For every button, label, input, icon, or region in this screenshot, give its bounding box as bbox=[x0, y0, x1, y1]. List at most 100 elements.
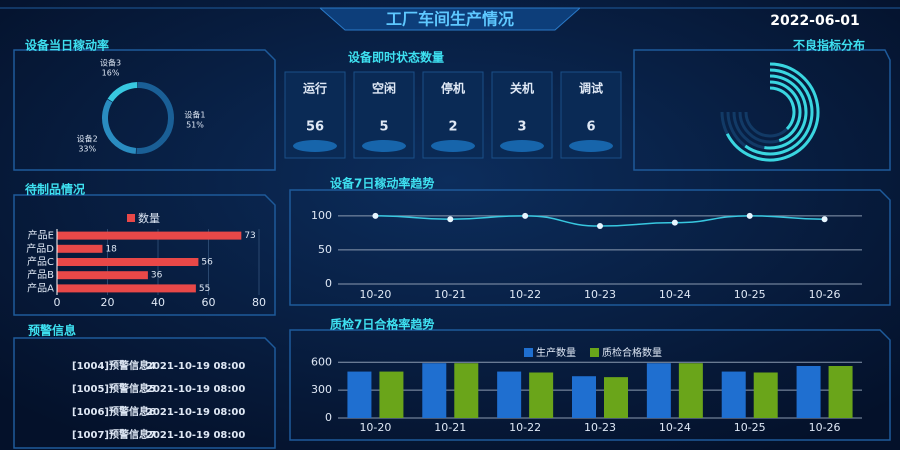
bar bbox=[57, 258, 199, 266]
legend-swatch bbox=[590, 348, 599, 357]
bar bbox=[57, 271, 148, 280]
radial-bar bbox=[764, 74, 808, 150]
panel-frame bbox=[13, 337, 276, 449]
status-value: 5 bbox=[379, 120, 388, 135]
status-platform bbox=[431, 140, 475, 152]
status-platform bbox=[362, 140, 406, 152]
radial-bar bbox=[725, 62, 820, 162]
status-label: 停机 bbox=[441, 81, 465, 96]
bar bbox=[678, 363, 703, 418]
x-tick-label: 10-24 bbox=[659, 421, 691, 434]
pie-value-label: 33% bbox=[78, 144, 96, 153]
bar bbox=[828, 366, 853, 418]
panel-frame bbox=[13, 49, 276, 171]
bar bbox=[57, 244, 103, 253]
legend-swatch bbox=[127, 214, 135, 222]
panel-frame bbox=[13, 194, 276, 316]
pie-slice bbox=[102, 99, 137, 154]
x-tick-label: 10-20 bbox=[359, 421, 391, 434]
value-label: 55 bbox=[199, 284, 210, 294]
page-title: 工厂车间生产情况 bbox=[386, 10, 514, 29]
warning-time: 2021-10-19 08:00 bbox=[146, 407, 245, 418]
y-tick-label: 100 bbox=[311, 209, 332, 222]
panel-title: 预警信息 bbox=[28, 323, 76, 338]
status-platform bbox=[293, 140, 337, 152]
warning-time: 2021-10-19 08:00 bbox=[146, 384, 245, 395]
y-tick-label: 0 bbox=[325, 277, 332, 290]
warning-id: [1007]预警信息7 bbox=[72, 428, 156, 441]
y-tick-label: 产品D bbox=[26, 242, 54, 255]
x-tick-label: 0 bbox=[54, 296, 61, 309]
pie-slice bbox=[107, 82, 138, 103]
legend-label: 数量 bbox=[138, 212, 160, 225]
x-tick-label: 40 bbox=[151, 296, 165, 309]
status-value: 56 bbox=[306, 120, 324, 135]
point bbox=[522, 212, 529, 219]
point bbox=[821, 216, 828, 223]
legend-swatch bbox=[524, 348, 533, 357]
panel-title: 待制品情况 bbox=[25, 182, 85, 197]
x-tick-label: 80 bbox=[252, 296, 266, 309]
pie-slice bbox=[136, 82, 174, 154]
pie-value-label: 16% bbox=[102, 69, 120, 78]
y-tick-label: 产品A bbox=[27, 281, 54, 294]
panel-frame bbox=[289, 189, 891, 306]
header-banner bbox=[318, 7, 582, 31]
pie-label: 设备2 bbox=[77, 133, 98, 143]
status-value: 2 bbox=[448, 120, 457, 135]
bar bbox=[796, 366, 821, 418]
y-tick-label: 产品C bbox=[27, 255, 54, 268]
bar bbox=[529, 372, 554, 418]
warning-time: 2021-10-19 08:00 bbox=[146, 361, 245, 372]
x-tick-label: 10-21 bbox=[434, 421, 466, 434]
x-tick-label: 10-22 bbox=[509, 288, 541, 301]
value-label: 56 bbox=[201, 258, 213, 268]
status-value: 3 bbox=[517, 120, 526, 135]
point bbox=[671, 219, 678, 226]
value-label: 36 bbox=[151, 271, 163, 281]
y-tick-label: 产品B bbox=[27, 268, 54, 281]
legend-label: 生产数量 bbox=[536, 346, 576, 359]
bar bbox=[604, 377, 628, 418]
status-label: 调试 bbox=[579, 81, 603, 96]
x-tick-label: 10-20 bbox=[359, 288, 391, 301]
radial-bar bbox=[744, 68, 814, 156]
panel-frame bbox=[633, 49, 891, 171]
x-tick-label: 10-22 bbox=[509, 421, 541, 434]
y-tick-label: 产品E bbox=[28, 229, 54, 242]
bar bbox=[497, 371, 522, 418]
status-value: 6 bbox=[586, 120, 595, 135]
panel-title: 设备即时状态数量 bbox=[348, 50, 444, 65]
y-tick-label: 300 bbox=[311, 383, 332, 396]
pie-label: 设备1 bbox=[184, 109, 205, 119]
x-tick-label: 10-24 bbox=[659, 288, 691, 301]
point bbox=[746, 212, 753, 219]
status-platform bbox=[500, 140, 544, 152]
status-platform bbox=[569, 140, 613, 152]
bar bbox=[454, 363, 479, 418]
pie-value-label: 51% bbox=[186, 120, 204, 129]
bar bbox=[721, 371, 746, 418]
y-tick-label: 50 bbox=[318, 243, 332, 256]
bar bbox=[347, 371, 372, 418]
panel-frame bbox=[289, 329, 891, 441]
bar bbox=[422, 363, 447, 418]
x-tick-label: 10-26 bbox=[809, 288, 841, 301]
status-label: 关机 bbox=[510, 81, 534, 96]
panel-title: 设备7日稼动率趋势 bbox=[330, 176, 434, 191]
value-label: 73 bbox=[244, 231, 255, 241]
point bbox=[447, 216, 454, 223]
point bbox=[597, 223, 603, 230]
x-tick-label: 60 bbox=[202, 296, 216, 309]
x-tick-label: 10-26 bbox=[809, 421, 841, 434]
legend-label: 质检合格数量 bbox=[602, 346, 662, 359]
date: 2022-06-01 bbox=[770, 13, 860, 29]
radial-bar bbox=[769, 86, 796, 131]
bar bbox=[572, 376, 596, 418]
status-label: 空闲 bbox=[372, 81, 396, 96]
panel-title: 设备当日稼动率 bbox=[25, 38, 109, 53]
x-tick-label: 10-21 bbox=[434, 288, 466, 301]
point bbox=[372, 212, 379, 219]
bar bbox=[753, 372, 778, 418]
